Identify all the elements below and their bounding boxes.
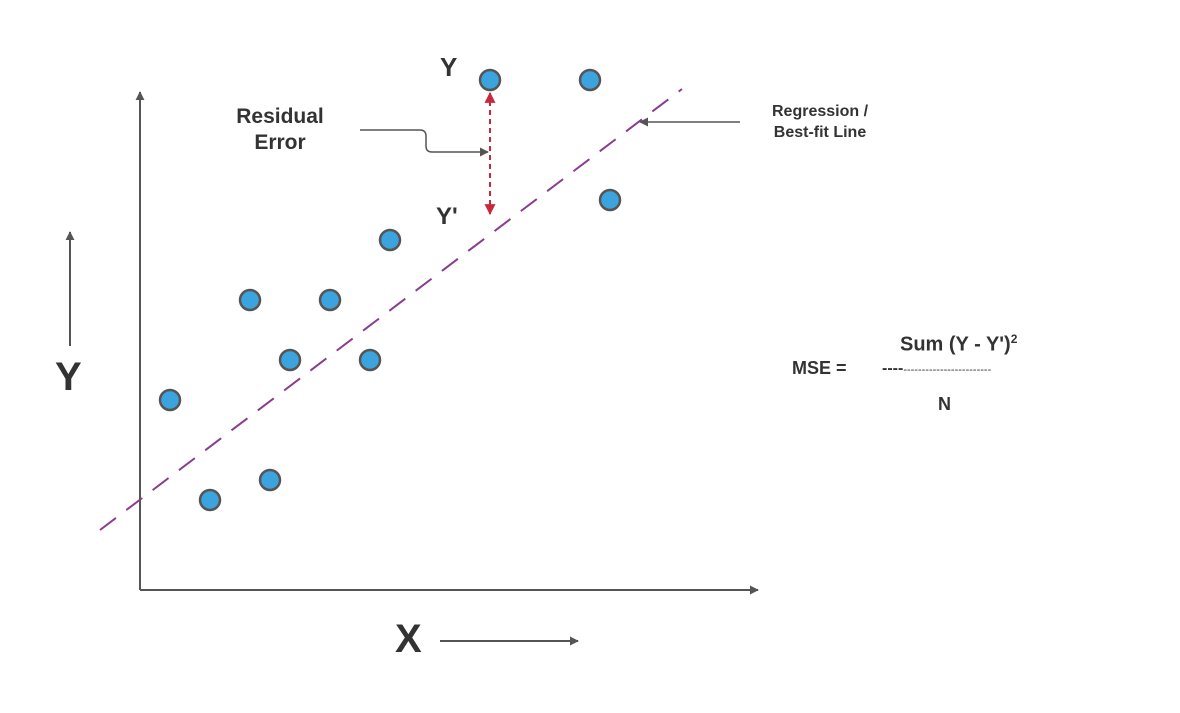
data-point (598, 188, 622, 212)
data-point (578, 68, 602, 92)
residual-error-label-line2: Error (254, 131, 305, 154)
data-point (278, 348, 302, 372)
actual-y-label: Y (440, 52, 457, 82)
mse-numerator-text: Sum (Y - Y') (900, 333, 1011, 356)
data-point (258, 468, 282, 492)
mse-fraction-bar: ---------------------------- (882, 360, 991, 378)
y-axis-label: Y (55, 355, 82, 399)
x-axis-label: X (395, 617, 422, 661)
mse-label: MSE = (792, 358, 847, 378)
data-point (378, 228, 402, 252)
mse-bar-bold: ---- (882, 360, 904, 377)
data-point (318, 288, 342, 312)
mse-bar-fine: ------------------------ (903, 364, 992, 376)
data-point (478, 68, 502, 92)
data-point (198, 488, 222, 512)
regression-line (99, 88, 683, 531)
residual-error-label-line1: Residual (236, 105, 324, 128)
data-points (158, 68, 622, 512)
mse-formula: MSE = Sum (Y - Y')2 --------------------… (780, 328, 1060, 428)
regression-label-line2: Best-fit Line (774, 124, 867, 141)
data-point (358, 348, 382, 372)
regression-label-line1: Regression / (772, 103, 869, 120)
data-point (158, 388, 182, 412)
residual-callout-connector (360, 129, 489, 157)
data-point (238, 288, 262, 312)
mse-denominator: N (938, 394, 951, 414)
mse-numerator: Sum (Y - Y')2 (900, 332, 1017, 357)
mse-exponent: 2 (1010, 332, 1018, 346)
predicted-y-label: Y' (436, 203, 458, 230)
